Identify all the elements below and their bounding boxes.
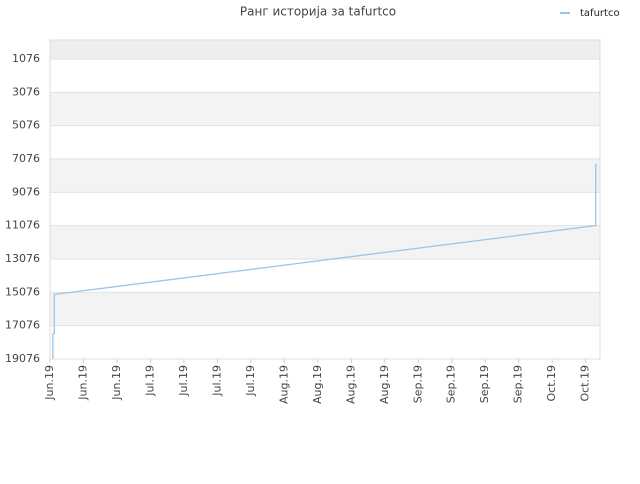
y-tick-label: 3076: [12, 85, 40, 98]
x-tick-label: Aug.19: [378, 365, 391, 404]
x-tick-label: Oct.19: [545, 365, 558, 402]
x-tick-label: Jul.19: [177, 365, 190, 397]
chart-title: Ранг историја за tafurtco: [240, 5, 396, 19]
x-tick-label: Sep.19: [411, 365, 424, 403]
y-tick-label: 13076: [5, 252, 40, 265]
y-tick-label: 1076: [12, 52, 40, 65]
x-tick-label: Jun.19: [76, 365, 89, 401]
x-tick-label: Aug.19: [344, 365, 357, 404]
x-tick-label: Jul.19: [210, 365, 223, 397]
x-tick-label: Jul.19: [143, 365, 156, 397]
x-tick-label: Aug.19: [277, 365, 290, 404]
y-tick-label: 5076: [12, 119, 40, 132]
y-tick-label: 7076: [12, 152, 40, 165]
y-tick-label: 17076: [5, 319, 40, 332]
plot-band: [50, 159, 600, 193]
plot-band: [50, 259, 600, 293]
plot-band: [50, 92, 600, 126]
x-tick-label: Oct.19: [579, 365, 592, 402]
y-tick-label: 19076: [5, 352, 40, 365]
y-tick-label: 15076: [5, 285, 40, 298]
plot-band: [50, 59, 600, 93]
y-tick-label: 11076: [5, 219, 40, 232]
data-line: [52, 163, 597, 359]
legend-label: tafurtco: [580, 8, 620, 19]
x-tick-label: Sep.19: [478, 365, 491, 403]
plot-band: [50, 40, 600, 59]
x-tick-label: Sep.19: [512, 365, 525, 403]
x-tick-label: Jul.19: [244, 365, 257, 397]
plot-band: [50, 192, 600, 226]
plot-band: [50, 225, 600, 259]
plot-band: [50, 325, 600, 359]
y-tick-label: 9076: [12, 185, 40, 198]
x-tick-label: Aug.19: [311, 365, 324, 404]
plot-band: [50, 125, 600, 159]
plot-band: [50, 292, 600, 326]
x-tick-label: Jun.19: [110, 365, 123, 401]
x-tick-label: Sep.19: [445, 365, 458, 403]
x-tick-label: Jun.19: [43, 365, 56, 401]
